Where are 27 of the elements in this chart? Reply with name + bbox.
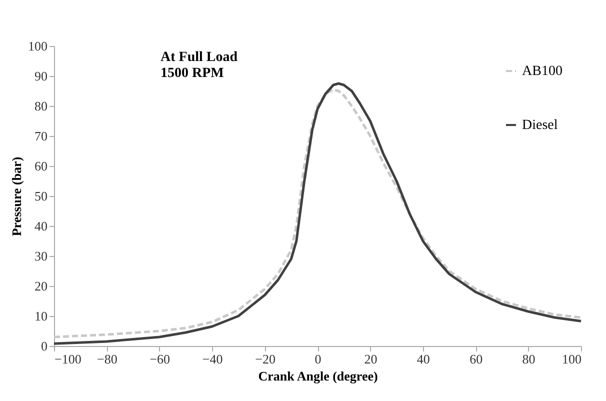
y-tick-label: 70 bbox=[34, 128, 48, 144]
x-axis-title: Crank Angle (degree) bbox=[258, 368, 378, 384]
x-tick-label: 0 bbox=[314, 352, 322, 366]
x-tick-label: 20 bbox=[364, 352, 378, 366]
x-tick-label: 60 bbox=[470, 352, 483, 366]
y-tick-label: 80 bbox=[34, 98, 48, 114]
x-tick-label: −20 bbox=[255, 352, 276, 366]
x-tick-label: 80 bbox=[522, 352, 536, 366]
x-tick-label: −100 bbox=[54, 352, 82, 366]
x-tick-label: −60 bbox=[150, 352, 170, 366]
x-tick-label: 100 bbox=[562, 352, 582, 366]
y-tick-label: 20 bbox=[34, 278, 48, 294]
x-tick-label: −40 bbox=[202, 352, 223, 366]
y-axis-title: Pressure (bar) bbox=[9, 156, 24, 236]
y-tick-label: 0 bbox=[41, 338, 48, 354]
legend-label: AB100 bbox=[522, 64, 562, 79]
x-tick-label: −80 bbox=[97, 352, 118, 366]
y-tick-label: 40 bbox=[34, 218, 48, 234]
y-tick-label: 50 bbox=[34, 188, 48, 204]
legend-label: Diesel bbox=[522, 118, 558, 133]
text: At Full Load 1500 RPM bbox=[160, 50, 238, 81]
y-tick-label: 10 bbox=[34, 308, 48, 324]
y-tick-label: 30 bbox=[34, 248, 48, 264]
x-tick-label: 40 bbox=[416, 352, 430, 366]
y-tick-label: 60 bbox=[34, 158, 48, 174]
y-tick-label: 100 bbox=[28, 38, 48, 54]
y-tick-label: 90 bbox=[34, 68, 48, 84]
